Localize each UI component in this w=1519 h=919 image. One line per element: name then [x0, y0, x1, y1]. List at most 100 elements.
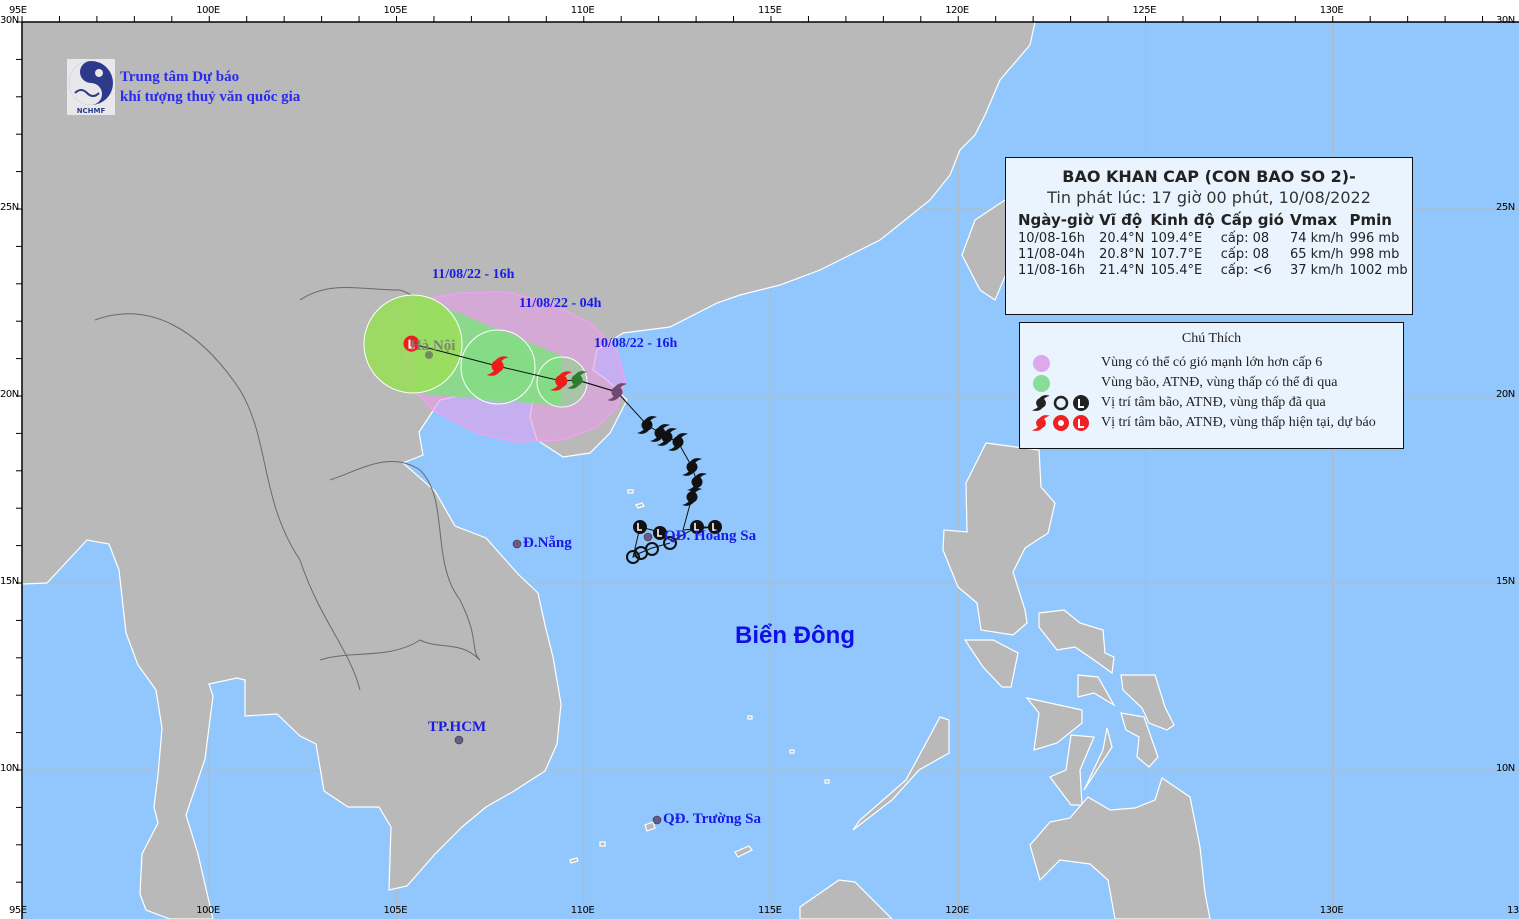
track-label-11-08-04h: 11/08/22 - 04h [519, 296, 602, 311]
track-label-11-08-16h: 11/08/22 - 16h [432, 267, 515, 282]
forecast-table-header: Ngày-giờ Vĩ độ Kinh độ Cấp gió Vmax Pmin [1016, 211, 1412, 231]
top-lon-label: 105E [383, 5, 408, 16]
org-line-2: khí tượng thuỷ văn quốc gia [120, 89, 301, 105]
label-truongsa: QĐ. Trường Sa [663, 811, 762, 827]
cell-lon: 107.7°E [1150, 247, 1203, 262]
land-palawan [852, 716, 950, 831]
depression-icon [663, 536, 677, 550]
cell-pmin: 998 mb [1349, 247, 1400, 262]
cell-wind: cấp: <6 [1220, 263, 1272, 278]
danang-dot [512, 539, 522, 549]
legend-title: Chú Thích [1181, 331, 1242, 346]
label-hoangsa: QĐ. Hoàng Sa [664, 528, 757, 544]
cell-wind: cấp: 08 [1220, 247, 1270, 262]
cell-pmin: 1002 mb [1349, 263, 1408, 278]
organization-name: Trung tâm Dự báo khí tượng thuỷ văn quốc… [120, 67, 300, 107]
legend-box: Chú Thích Vùng có thể có gió mạnh lớn hơ… [1019, 322, 1404, 449]
info-title: BAO KHAN CAP (CON BAO SO 2)- [1062, 167, 1356, 186]
right-lat-label: 10N [1496, 763, 1515, 774]
land-luzon [942, 442, 1056, 636]
depression-icon [634, 546, 648, 560]
cell-lon: 109.4°E [1150, 231, 1203, 246]
info-issued-time: Tin phát lúc: 17 giờ 00 phút, 10/08/2022 [1047, 188, 1371, 207]
storm-path-zone [363, 294, 588, 408]
forecast-low-letter [408, 339, 415, 349]
land-mainland-asia [21, 21, 1036, 919]
pink-circle-icon [1033, 354, 1050, 372]
forecast-row: 10/08-16h 20.4°N 109.4°E cấp: 08 74 km/h 996 … [1016, 231, 1412, 247]
land-cebu [1083, 727, 1113, 791]
col-vmax: Vmax [1289, 211, 1338, 229]
top-lon-label: 95E [9, 5, 27, 16]
land-samar [1120, 674, 1175, 731]
bottom-lon-label: 100E [196, 905, 220, 916]
forecast-symbols-icon [1032, 415, 1089, 431]
forecast-table: Ngày-giờ Vĩ độ Kinh độ Cấp gió Vmax Pmin… [1016, 211, 1412, 279]
right-lat-label: 20N [1496, 389, 1515, 400]
bottom-lon-label: 130E [1319, 905, 1344, 916]
org-line-1: Trung tâm Dự báo [120, 69, 240, 85]
cell-lat: 21.4°N [1099, 263, 1145, 278]
legend-label: Vị trí tâm bão, ATNĐ, vùng thấp hiện tại… [1101, 415, 1376, 430]
top-lon-label: 125E [1132, 5, 1157, 16]
cell-wind: cấp: 08 [1220, 231, 1270, 246]
land [21, 21, 1211, 919]
hoangsa-dot [643, 532, 653, 542]
land-mindanao [1029, 777, 1211, 919]
label-hcm: TP.HCM [428, 719, 487, 735]
depression-icon [626, 550, 640, 564]
land-mindoro [963, 639, 1019, 688]
col-lat: Vĩ độ [1099, 211, 1143, 229]
nchmf-logo: NCHMF [67, 59, 115, 115]
right-lat-label: 15N [1496, 576, 1515, 587]
left-lat-label: 20N [0, 389, 19, 400]
cell-lat: 20.4°N [1099, 231, 1145, 246]
legend-label: Vùng có thể có gió mạnh lớn hơn cấp 6 [1101, 355, 1323, 370]
legend-label: Vùng bão, ATNĐ, vùng thấp có thể đi qua [1101, 375, 1338, 390]
left-lat-label: 30N [0, 15, 19, 26]
cell-vmax: 65 km/h [1289, 247, 1344, 262]
past-symbols-icon [1032, 395, 1089, 411]
cell-time: 11/08-16h [1018, 263, 1085, 278]
forecast-low-icon [403, 335, 420, 352]
cell-lon: 105.4°E [1150, 263, 1203, 278]
cell-time: 10/08-16h [1018, 231, 1085, 246]
land-masbate [1077, 674, 1116, 707]
low-pressure-icon [633, 520, 647, 534]
cell-pmin: 996 mb [1349, 231, 1400, 246]
land-leyte [1120, 712, 1159, 768]
label-danang: Đ.Nẵng [523, 535, 572, 551]
right-lat-label: 25N [1496, 202, 1515, 213]
axis-ticks [16, 16, 1484, 883]
top-lon-label: 100E [196, 5, 220, 16]
cell-vmax: 37 km/h [1289, 263, 1344, 278]
forecast-positions [403, 335, 573, 391]
forecast-info-box: BAO KHAN CAP (CON BAO SO 2)- Tin phát lú… [1005, 157, 1413, 315]
bottom-lon-label: 105E [383, 905, 408, 916]
green-circle-icon [1033, 374, 1050, 392]
land-negros [1049, 734, 1095, 806]
truongsa-dot [652, 815, 662, 825]
cell-time: 11/08-04h [1018, 247, 1085, 262]
land-borneo [799, 879, 893, 919]
bottom-lon-label: 95E [9, 905, 27, 916]
right-lat-label: 30N [1496, 15, 1515, 26]
top-lon-label: 130E [1319, 5, 1344, 16]
top-lon-label: 115E [758, 5, 782, 16]
col-time: Ngày-giờ [1018, 211, 1094, 229]
cell-vmax: 74 km/h [1289, 231, 1344, 246]
land-spratly-islands [569, 715, 830, 864]
land-paracel-islands [627, 489, 645, 509]
forecast-row: 11/08-04h 20.8°N 107.7°E cấp: 08 65 km/h 998 … [1016, 247, 1412, 263]
bottom-lon-label: 110E [570, 905, 595, 916]
bottom-lon-label: 120E [945, 905, 969, 916]
low-pressure-icon [708, 520, 722, 534]
left-lat-label: 10N [0, 763, 19, 774]
label-bien-dong: Biển Đông [735, 622, 855, 649]
col-wind: Cấp gió [1220, 211, 1284, 229]
bottom-lon-label: 135E [1507, 905, 1519, 916]
col-lon: Kinh độ [1150, 211, 1215, 229]
left-lat-label: 25N [0, 202, 19, 213]
